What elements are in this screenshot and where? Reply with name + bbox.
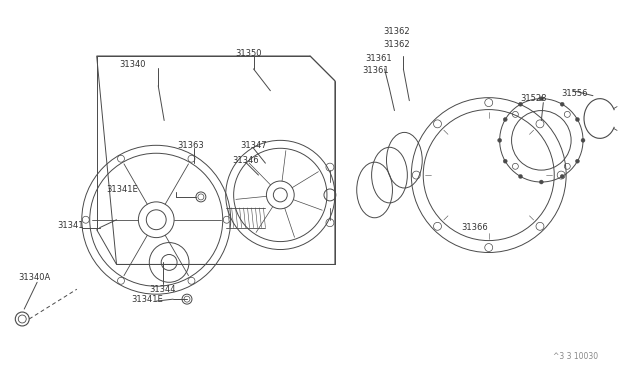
Text: 31363: 31363 [177,141,204,150]
Circle shape [503,159,508,163]
Text: 31341: 31341 [57,221,83,230]
Circle shape [575,118,579,122]
Text: ^3 3 10030: ^3 3 10030 [553,352,598,361]
Text: 31556: 31556 [561,89,588,98]
Text: 31350: 31350 [236,48,262,58]
Text: 31347: 31347 [241,141,268,150]
Text: 31340A: 31340A [19,273,51,282]
Circle shape [540,97,543,101]
Circle shape [518,174,522,179]
Text: 31341E: 31341E [131,295,163,304]
Circle shape [560,102,564,106]
Text: 31362: 31362 [383,39,410,49]
Circle shape [503,118,508,122]
Circle shape [498,138,502,142]
Circle shape [575,159,579,163]
Text: 31362: 31362 [383,27,410,36]
Text: 31340: 31340 [120,60,146,70]
Text: 31344: 31344 [149,285,176,294]
Text: 31361: 31361 [363,66,389,76]
Polygon shape [97,56,335,264]
Circle shape [518,102,522,106]
Text: 31366: 31366 [461,223,488,232]
Circle shape [581,138,585,142]
Text: 31528: 31528 [520,94,547,103]
Text: 31346: 31346 [233,156,259,165]
Circle shape [560,174,564,179]
Text: 31341E: 31341E [107,186,138,195]
Text: 31361: 31361 [365,54,392,64]
Circle shape [540,180,543,184]
